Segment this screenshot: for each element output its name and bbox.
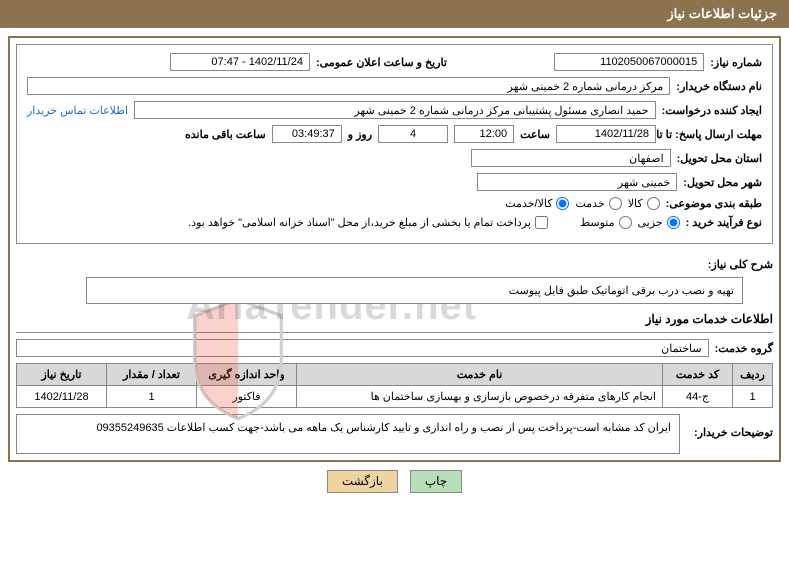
table-header-row: ردیف کد خدمت نام خدمت واحد اندازه گیری ت… bbox=[17, 364, 773, 386]
buyer-org-label: نام دستگاه خریدار: bbox=[676, 80, 762, 93]
group-label: گروه خدمت: bbox=[715, 342, 773, 355]
cat-service-label: خدمت bbox=[575, 197, 604, 210]
city-label: شهر محل تحویل: bbox=[683, 176, 762, 189]
days-label: روز و bbox=[348, 128, 372, 141]
th-name: نام خدمت bbox=[297, 364, 663, 386]
th-code: کد خدمت bbox=[663, 364, 733, 386]
province-label: استان محل تحویل: bbox=[677, 152, 762, 165]
back-button[interactable]: بازگشت bbox=[327, 470, 398, 493]
requester-field: حمید انصاری مسئول پشتیبانی مرکز درمانی ش… bbox=[134, 101, 656, 119]
buyer-notes-label: توضیحات خریدار: bbox=[694, 426, 773, 439]
payment-checkbox[interactable] bbox=[535, 216, 548, 229]
services-table: ردیف کد خدمت نام خدمت واحد اندازه گیری ت… bbox=[16, 363, 773, 408]
process-medium-radio[interactable] bbox=[619, 216, 632, 229]
general-desc-label: شرح کلی نیاز: bbox=[708, 258, 773, 271]
payment-note-label: پرداخت تمام یا بخشی از مبلغ خرید،از محل … bbox=[188, 216, 531, 229]
td-unit: فاکتور bbox=[197, 386, 297, 408]
services-title: اطلاعات خدمات مورد نیاز bbox=[16, 312, 773, 326]
remaining-label: ساعت باقی مانده bbox=[185, 128, 266, 141]
deadline-time-field: 12:00 bbox=[454, 125, 514, 143]
payment-note-group: پرداخت تمام یا بخشی از مبلغ خرید،از محل … bbox=[188, 216, 548, 229]
header-title: جزئیات اطلاعات نیاز bbox=[667, 6, 777, 21]
group-field: ساختمان bbox=[16, 339, 709, 357]
td-qty: 1 bbox=[107, 386, 197, 408]
contact-link[interactable]: اطلاعات تماس خریدار bbox=[27, 104, 128, 117]
days-field: 4 bbox=[378, 125, 448, 143]
deadline-date-field: 1402/11/28 bbox=[556, 125, 656, 143]
cat-both-label: کالا/خدمت bbox=[505, 197, 552, 210]
content-area: AriaTender.net شماره نیاز: 1102050067000… bbox=[16, 44, 773, 454]
td-date: 1402/11/28 bbox=[17, 386, 107, 408]
need-number-field: 1102050067000015 bbox=[554, 53, 704, 71]
process-medium-group: متوسط bbox=[580, 216, 632, 229]
need-number-label: شماره نیاز: bbox=[710, 56, 762, 69]
process-medium-label: متوسط bbox=[580, 216, 615, 229]
province-field: اصفهان bbox=[471, 149, 671, 167]
cat-both-group: کالا/خدمت bbox=[505, 197, 569, 210]
general-desc-field: تهیه و نصب درب برقی اتوماتیک طبق فایل پی… bbox=[86, 277, 743, 304]
deadline-label: مهلت ارسال پاسخ: تا تاریخ: bbox=[662, 128, 762, 141]
th-date: تاریخ نیاز bbox=[17, 364, 107, 386]
buyer-org-field: مرکز درمانی شماره 2 خمینی شهر bbox=[27, 77, 670, 95]
buyer-notes-field: ایران کد مشابه است-پرداخت پس از نصب و را… bbox=[16, 414, 680, 454]
time-label: ساعت bbox=[520, 128, 550, 141]
process-partial-label: جزیی bbox=[638, 216, 663, 229]
cat-both-radio[interactable] bbox=[556, 197, 569, 210]
th-qty: تعداد / مقدار bbox=[107, 364, 197, 386]
info-box: شماره نیاز: 1102050067000015 تاریخ و ساع… bbox=[16, 44, 773, 244]
process-label: نوع فرآیند خرید : bbox=[686, 216, 762, 229]
th-unit: واحد اندازه گیری bbox=[197, 364, 297, 386]
remaining-time-field: 03:49:37 bbox=[272, 125, 342, 143]
city-field: خمینی شهر bbox=[477, 173, 677, 191]
print-button[interactable]: چاپ bbox=[410, 470, 462, 493]
td-code: ج-44 bbox=[663, 386, 733, 408]
cat-service-group: خدمت bbox=[575, 197, 621, 210]
announce-label: تاریخ و ساعت اعلان عمومی: bbox=[316, 56, 447, 69]
requester-label: ایجاد کننده درخواست: bbox=[662, 104, 762, 117]
announce-field: 1402/11/24 - 07:47 bbox=[170, 53, 310, 71]
divider bbox=[16, 332, 773, 333]
td-row: 1 bbox=[733, 386, 773, 408]
main-container: AriaTender.net شماره نیاز: 1102050067000… bbox=[8, 36, 781, 462]
process-partial-group: جزیی bbox=[638, 216, 680, 229]
table-row: 1 ج-44 انجام کارهای متفرقه درخصوص بازساز… bbox=[17, 386, 773, 408]
cat-goods-label: کالا bbox=[628, 197, 643, 210]
button-row: چاپ بازگشت bbox=[0, 470, 789, 493]
th-row: ردیف bbox=[733, 364, 773, 386]
cat-goods-radio[interactable] bbox=[647, 197, 660, 210]
category-label: طبقه بندی موضوعی: bbox=[666, 197, 762, 210]
cat-service-radio[interactable] bbox=[609, 197, 622, 210]
td-name: انجام کارهای متفرقه درخصوص بازسازی و بهس… bbox=[297, 386, 663, 408]
process-partial-radio[interactable] bbox=[667, 216, 680, 229]
page-header: جزئیات اطلاعات نیاز bbox=[0, 0, 789, 28]
cat-goods-group: کالا bbox=[628, 197, 660, 210]
